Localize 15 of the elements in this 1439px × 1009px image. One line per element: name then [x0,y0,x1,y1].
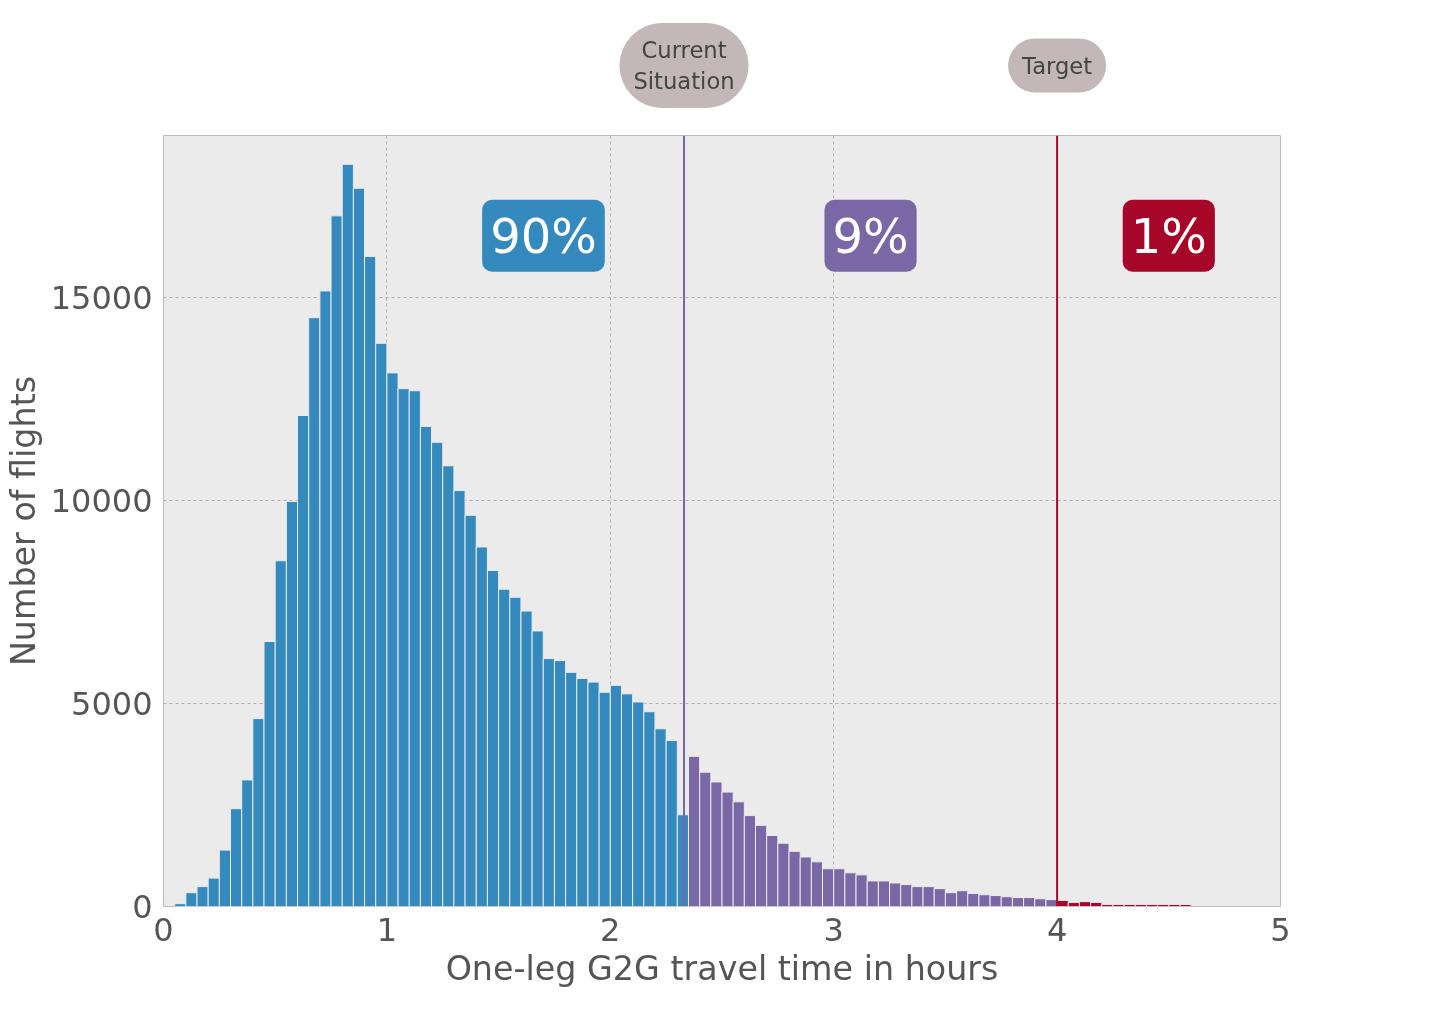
y-tick-label: 15000 [50,279,153,318]
y-tick-label: 10000 [50,482,153,521]
annotation: 1% [1130,207,1207,264]
annotation: 90% [490,207,597,264]
y-tick-label: 5000 [71,685,153,724]
annotation: 9% [832,207,909,264]
x-tick-label: 3 [823,910,844,949]
ref-line-label: Current Situation [633,36,735,95]
x-tick-label: 2 [600,910,621,949]
ref-line-label: Target [1021,52,1093,79]
x-tick-label: 4 [1046,910,1068,949]
y-axis-title: Number of flights [3,375,43,667]
x-tick-label: 1 [376,910,398,949]
x-tick-label: 5 [1270,910,1291,949]
x-axis-title: One-leg G2G travel time in hours [445,948,999,988]
